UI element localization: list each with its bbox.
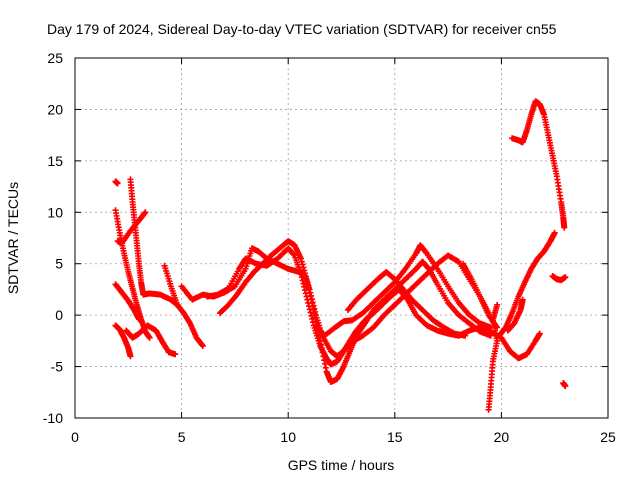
data-point [172,351,179,358]
data-point [127,353,134,360]
data-point [561,224,568,231]
x-tick-label: 10 [280,429,296,445]
series-arc-17 [509,98,568,231]
x-tick-label: 5 [178,429,186,445]
series-arc-19 [560,380,569,390]
data-point [135,316,142,323]
data-point [562,274,569,281]
series-arc-6 [123,322,179,358]
x-tick-label: 25 [600,429,616,445]
y-tick-label: 25 [47,50,63,66]
series-arc-4 [112,281,142,323]
series-arc-7 [161,262,206,349]
series-arc-5 [112,322,134,360]
series-arc-8 [178,245,543,362]
data-points [112,98,569,413]
chart-title: Day 179 of 2024, Sidereal Day-to-day VTE… [47,21,557,37]
series-arc-18 [549,273,569,284]
series-arc-9 [204,245,492,368]
x-axis-label: GPS time / hours [288,457,395,473]
data-point [536,330,543,337]
data-point [462,332,469,339]
y-tick-label: 15 [47,153,63,169]
axis-ticks [74,57,609,419]
y-tick-label: -5 [51,359,64,375]
y-tick-label: 10 [47,204,63,220]
data-point [146,334,153,341]
y-tick-label: -10 [43,410,63,426]
data-point [562,383,569,390]
y-tick-label: 5 [55,256,63,272]
x-tick-labels: 0 5 10 15 20 25 [71,429,616,445]
series-arc-14 [485,301,501,413]
series-arc-12 [344,268,469,339]
y-tick-label: 0 [55,307,63,323]
series-arc-10 [216,238,494,385]
series-arc-15 [496,229,558,339]
data-point [142,209,149,216]
x-tick-label: 15 [387,429,403,445]
series-arc-3 [127,176,181,308]
y-axis-label: SDTVAR / TECUs [5,182,21,294]
x-tick-label: 20 [494,429,510,445]
plot-frame [74,57,609,419]
data-point [519,296,526,303]
data-point [551,229,558,236]
y-tick-label: 20 [47,101,63,117]
series-arc-11 [312,242,494,339]
x-tick-label: 0 [71,429,79,445]
data-point [199,343,206,349]
series-arc-16 [504,296,526,334]
series-arc-20 [112,178,121,187]
y-tick-labels: -10 -5 0 5 10 15 20 25 [43,50,63,426]
data-point [114,180,121,187]
data-point [485,406,492,413]
data-point [487,332,494,339]
